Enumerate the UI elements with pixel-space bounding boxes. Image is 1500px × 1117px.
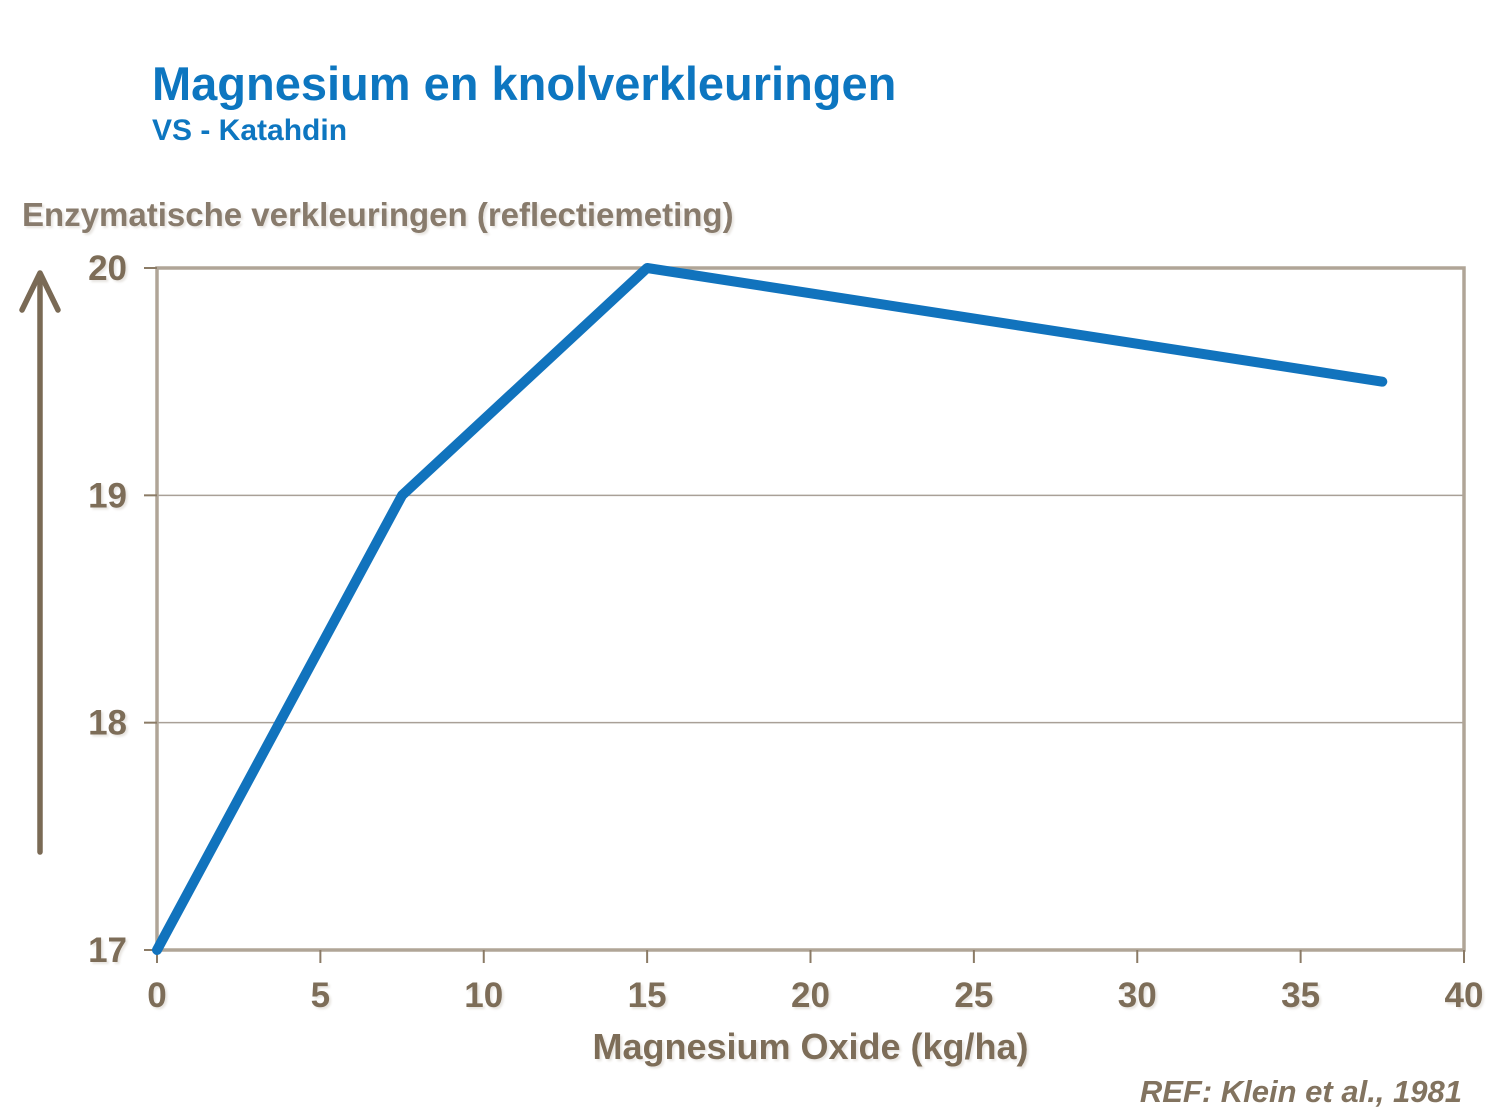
y-tick-label: 18 — [88, 704, 127, 743]
x-tick-label: 35 — [1281, 976, 1320, 1015]
x-tick-label: 5 — [311, 976, 330, 1015]
x-tick-label: 25 — [954, 976, 993, 1015]
x-tick-label: 40 — [1445, 976, 1484, 1015]
x-tick-label: 10 — [464, 976, 503, 1015]
y-axis-title: Enzymatische verkleuringen (reflectiemet… — [22, 196, 734, 233]
plot-frame — [155, 266, 1466, 952]
x-tick-label: 0 — [147, 976, 166, 1015]
y-tick-label: 17 — [88, 931, 127, 970]
x-tick-label: 30 — [1118, 976, 1157, 1015]
y-tick-label: 20 — [88, 249, 127, 288]
x-axis-title: Magnesium Oxide (kg/ha) — [592, 1026, 1029, 1067]
y-tick-label: 19 — [88, 476, 127, 515]
x-tick-label: 15 — [628, 976, 667, 1015]
reference-text: REF: Klein et al., 1981 — [1139, 1074, 1462, 1109]
page-title: Magnesium en knolverkleuringen — [152, 57, 897, 110]
page-subtitle: VS - Katahdin — [152, 114, 348, 147]
data-line-series — [152, 263, 1388, 955]
x-tick-label: 20 — [791, 976, 830, 1015]
y-axis-arrow-head-icon — [19, 270, 61, 313]
